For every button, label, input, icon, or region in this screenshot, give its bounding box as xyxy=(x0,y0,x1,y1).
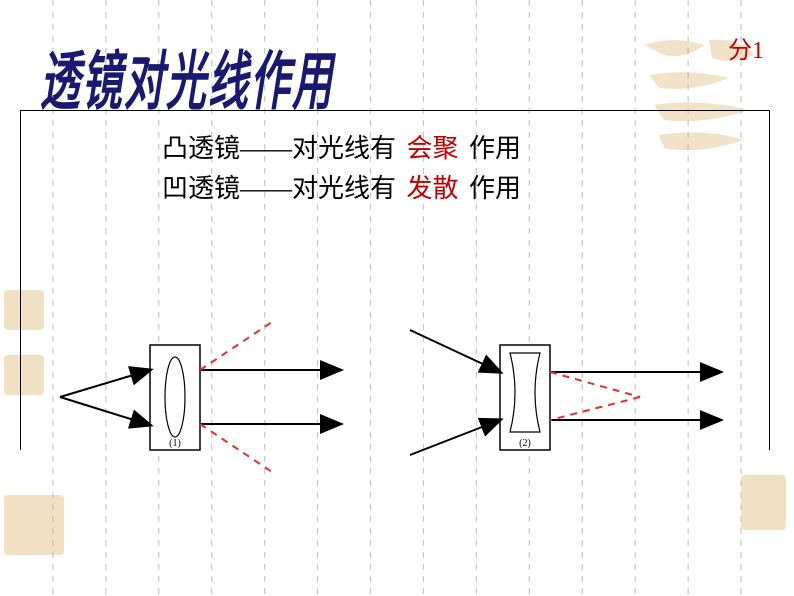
svg-text:(2): (2) xyxy=(519,438,531,449)
svg-text:(1): (1) xyxy=(169,438,181,449)
lens-diagrams: (1) (2) xyxy=(0,0,794,596)
